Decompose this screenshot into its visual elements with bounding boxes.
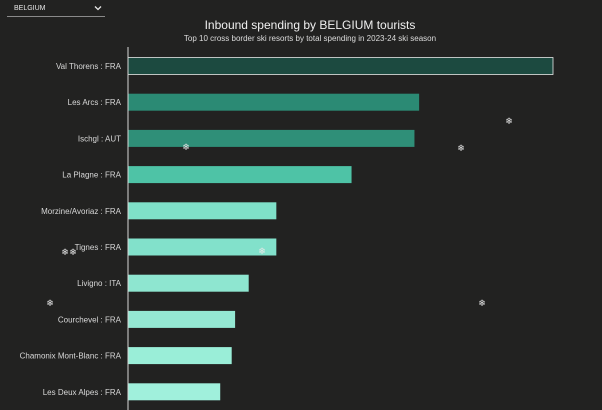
snowflake-icon: ❄ (182, 143, 190, 153)
category-label: La Plagne : FRA (62, 171, 121, 180)
bar-5[interactable] (128, 238, 277, 256)
chart-subtitle: Top 10 cross border ski resorts by total… (183, 34, 437, 43)
bar-6[interactable] (128, 274, 249, 292)
bar-9[interactable] (128, 383, 221, 401)
category-label: Les Deux Alpes : FRA (43, 388, 122, 397)
snowflake-icon: ❄ (258, 247, 266, 257)
category-label: Courchevel : FRA (58, 315, 122, 324)
country-select[interactable]: BELGIUM (7, 2, 105, 17)
bar-1[interactable] (128, 93, 420, 111)
bar-0[interactable] (127, 57, 554, 75)
category-label: Tignes : FRA (75, 243, 122, 252)
snowflake-icon: ❄ (457, 144, 465, 154)
snowflake-icon: ❄ (61, 248, 69, 258)
category-label: Morzine/Avoriaz : FRA (41, 207, 122, 216)
snowflake-icon: ❄ (46, 299, 54, 309)
snowflake-icon: ❄ (478, 299, 486, 309)
category-label: Chamonix Mont-Blanc : FRA (20, 352, 122, 361)
category-label: Val Thorens : FRA (56, 62, 122, 71)
country-select-value: BELGIUM (14, 5, 46, 12)
snowflake-icon: ❄ (505, 117, 513, 127)
bar-2[interactable] (128, 129, 415, 147)
category-label: Ischgl : AUT (78, 134, 121, 143)
chevron-down-icon (94, 6, 102, 11)
bar-7[interactable] (128, 310, 236, 328)
category-label: Les Arcs : FRA (68, 98, 122, 107)
bar-8[interactable] (128, 347, 232, 365)
category-label: Livigno : ITA (77, 279, 122, 288)
bar-3[interactable] (128, 166, 352, 184)
snowflake-icon: ❄ (69, 248, 77, 258)
chart-title: Inbound spending by BELGIUM tourists (204, 18, 416, 32)
bar-4[interactable] (128, 202, 277, 220)
